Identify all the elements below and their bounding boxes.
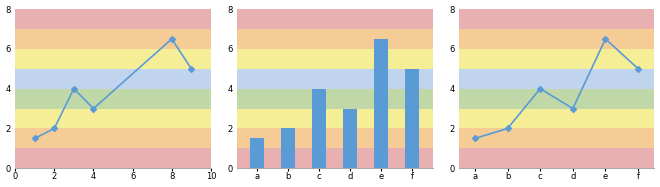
Bar <box>237 148 433 168</box>
Bar <box>459 9 655 29</box>
Bar <box>459 29 655 49</box>
Bar <box>237 89 433 109</box>
Bar <box>459 69 655 89</box>
Bar <box>237 109 433 128</box>
Bar <box>237 9 433 29</box>
Bar <box>15 49 211 69</box>
Bar <box>237 49 433 69</box>
Bar <box>237 128 433 148</box>
Bar <box>15 109 211 128</box>
Bar <box>459 109 655 128</box>
Bar <box>15 148 211 168</box>
Bar <box>237 29 433 49</box>
Bar <box>15 69 211 89</box>
Bar <box>15 29 211 49</box>
Bar <box>15 128 211 148</box>
Bar <box>312 89 326 168</box>
Bar <box>281 128 295 168</box>
Bar <box>250 138 264 168</box>
Bar <box>237 69 433 89</box>
Bar <box>15 89 211 109</box>
Bar <box>405 69 420 168</box>
Bar <box>459 49 655 69</box>
Bar <box>459 89 655 109</box>
Bar <box>343 109 357 168</box>
Bar <box>459 128 655 148</box>
Bar <box>374 39 388 168</box>
Bar <box>459 148 655 168</box>
Bar <box>15 9 211 29</box>
